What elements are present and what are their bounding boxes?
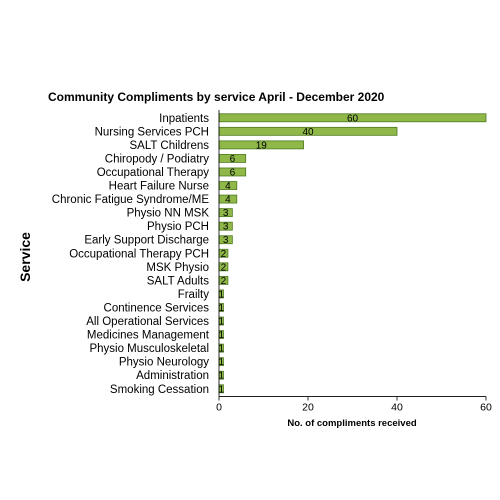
data-label: 2 — [221, 276, 227, 287]
x-tick-label: 40 — [391, 402, 403, 414]
x-tick-label: 20 — [302, 402, 314, 414]
data-label: 3 — [223, 208, 229, 219]
category-label: Administration — [136, 370, 209, 382]
category-label: All Operational Services — [86, 316, 209, 328]
category-label: Occupational Therapy — [97, 167, 210, 179]
category-label: SALT Adults — [147, 275, 209, 287]
data-label: 2 — [221, 262, 227, 273]
category-label: Heart Failure Nurse — [109, 181, 209, 193]
category-label: MSK Physio — [146, 262, 209, 274]
data-label: 4 — [225, 195, 231, 206]
data-label: 3 — [223, 235, 229, 246]
data-label: 6 — [230, 154, 236, 165]
category-label: Physio Musculoskeletal — [89, 343, 209, 355]
data-label: 1 — [218, 303, 224, 314]
data-label: 1 — [218, 317, 224, 328]
data-label: 1 — [218, 330, 224, 341]
data-label: 60 — [347, 113, 359, 124]
data-label: 1 — [218, 371, 224, 382]
data-label: 19 — [256, 140, 268, 151]
data-label: 4 — [225, 181, 231, 192]
data-label: 1 — [218, 384, 224, 395]
category-label: Chronic Fatigue Syndrome/ME — [52, 194, 210, 206]
data-label: 40 — [302, 127, 314, 138]
category-label: Early Support Discharge — [84, 235, 209, 247]
category-label: Physio PCH — [147, 221, 209, 233]
category-label: Physio Neurology — [119, 357, 209, 369]
category-label: Physio NN MSK — [127, 208, 210, 220]
category-label: Medicines Management — [87, 330, 210, 342]
data-label: 2 — [221, 249, 227, 260]
category-label: Nursing Services PCH — [95, 126, 209, 138]
category-label: Occupational Therapy PCH — [69, 248, 209, 260]
x-tick-label: 60 — [480, 402, 492, 414]
category-label: Continence Services — [104, 302, 210, 314]
category-label: Chiropody / Podiatry — [105, 153, 209, 165]
x-axis-title: No. of compliments received — [287, 418, 417, 429]
category-label: SALT Childrens — [130, 140, 210, 152]
category-label: Frailty — [178, 289, 210, 301]
data-label: 3 — [223, 222, 229, 233]
category-label: Inpatients — [159, 113, 209, 125]
data-label: 1 — [218, 344, 224, 355]
y-axis-title: Service — [17, 232, 33, 282]
chart-title: Community Compliments by service April -… — [48, 90, 385, 104]
category-label: Smoking Cessation — [110, 384, 209, 396]
data-label: 6 — [230, 167, 236, 178]
data-label: 1 — [218, 357, 224, 368]
x-tick-label: 0 — [216, 402, 222, 414]
data-label: 1 — [218, 289, 224, 300]
